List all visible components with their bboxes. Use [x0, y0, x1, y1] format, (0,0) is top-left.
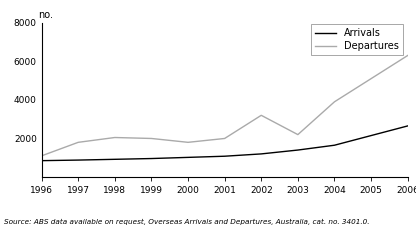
Departures	[369, 77, 374, 80]
Departures	[295, 133, 300, 136]
Legend: Arrivals, Departures: Arrivals, Departures	[311, 25, 403, 55]
Arrivals	[149, 157, 154, 160]
Departures	[405, 54, 410, 57]
Arrivals	[39, 159, 44, 162]
Arrivals	[186, 156, 191, 159]
Line: Departures: Departures	[42, 55, 408, 156]
Arrivals	[222, 155, 227, 158]
Departures	[76, 141, 81, 144]
Text: no.: no.	[38, 10, 53, 20]
Departures	[112, 136, 117, 139]
Departures	[149, 137, 154, 140]
Departures	[186, 141, 191, 144]
Departures	[332, 100, 337, 103]
Text: Source: ABS data available on request, Overseas Arrivals and Departures, Austral: Source: ABS data available on request, O…	[4, 219, 370, 225]
Line: Arrivals: Arrivals	[42, 126, 408, 161]
Departures	[259, 114, 264, 117]
Departures	[39, 154, 44, 157]
Departures	[222, 137, 227, 140]
Arrivals	[112, 158, 117, 161]
Arrivals	[369, 134, 374, 137]
Arrivals	[259, 153, 264, 155]
Arrivals	[405, 125, 410, 127]
Arrivals	[76, 159, 81, 161]
Arrivals	[332, 144, 337, 147]
Arrivals	[295, 149, 300, 151]
